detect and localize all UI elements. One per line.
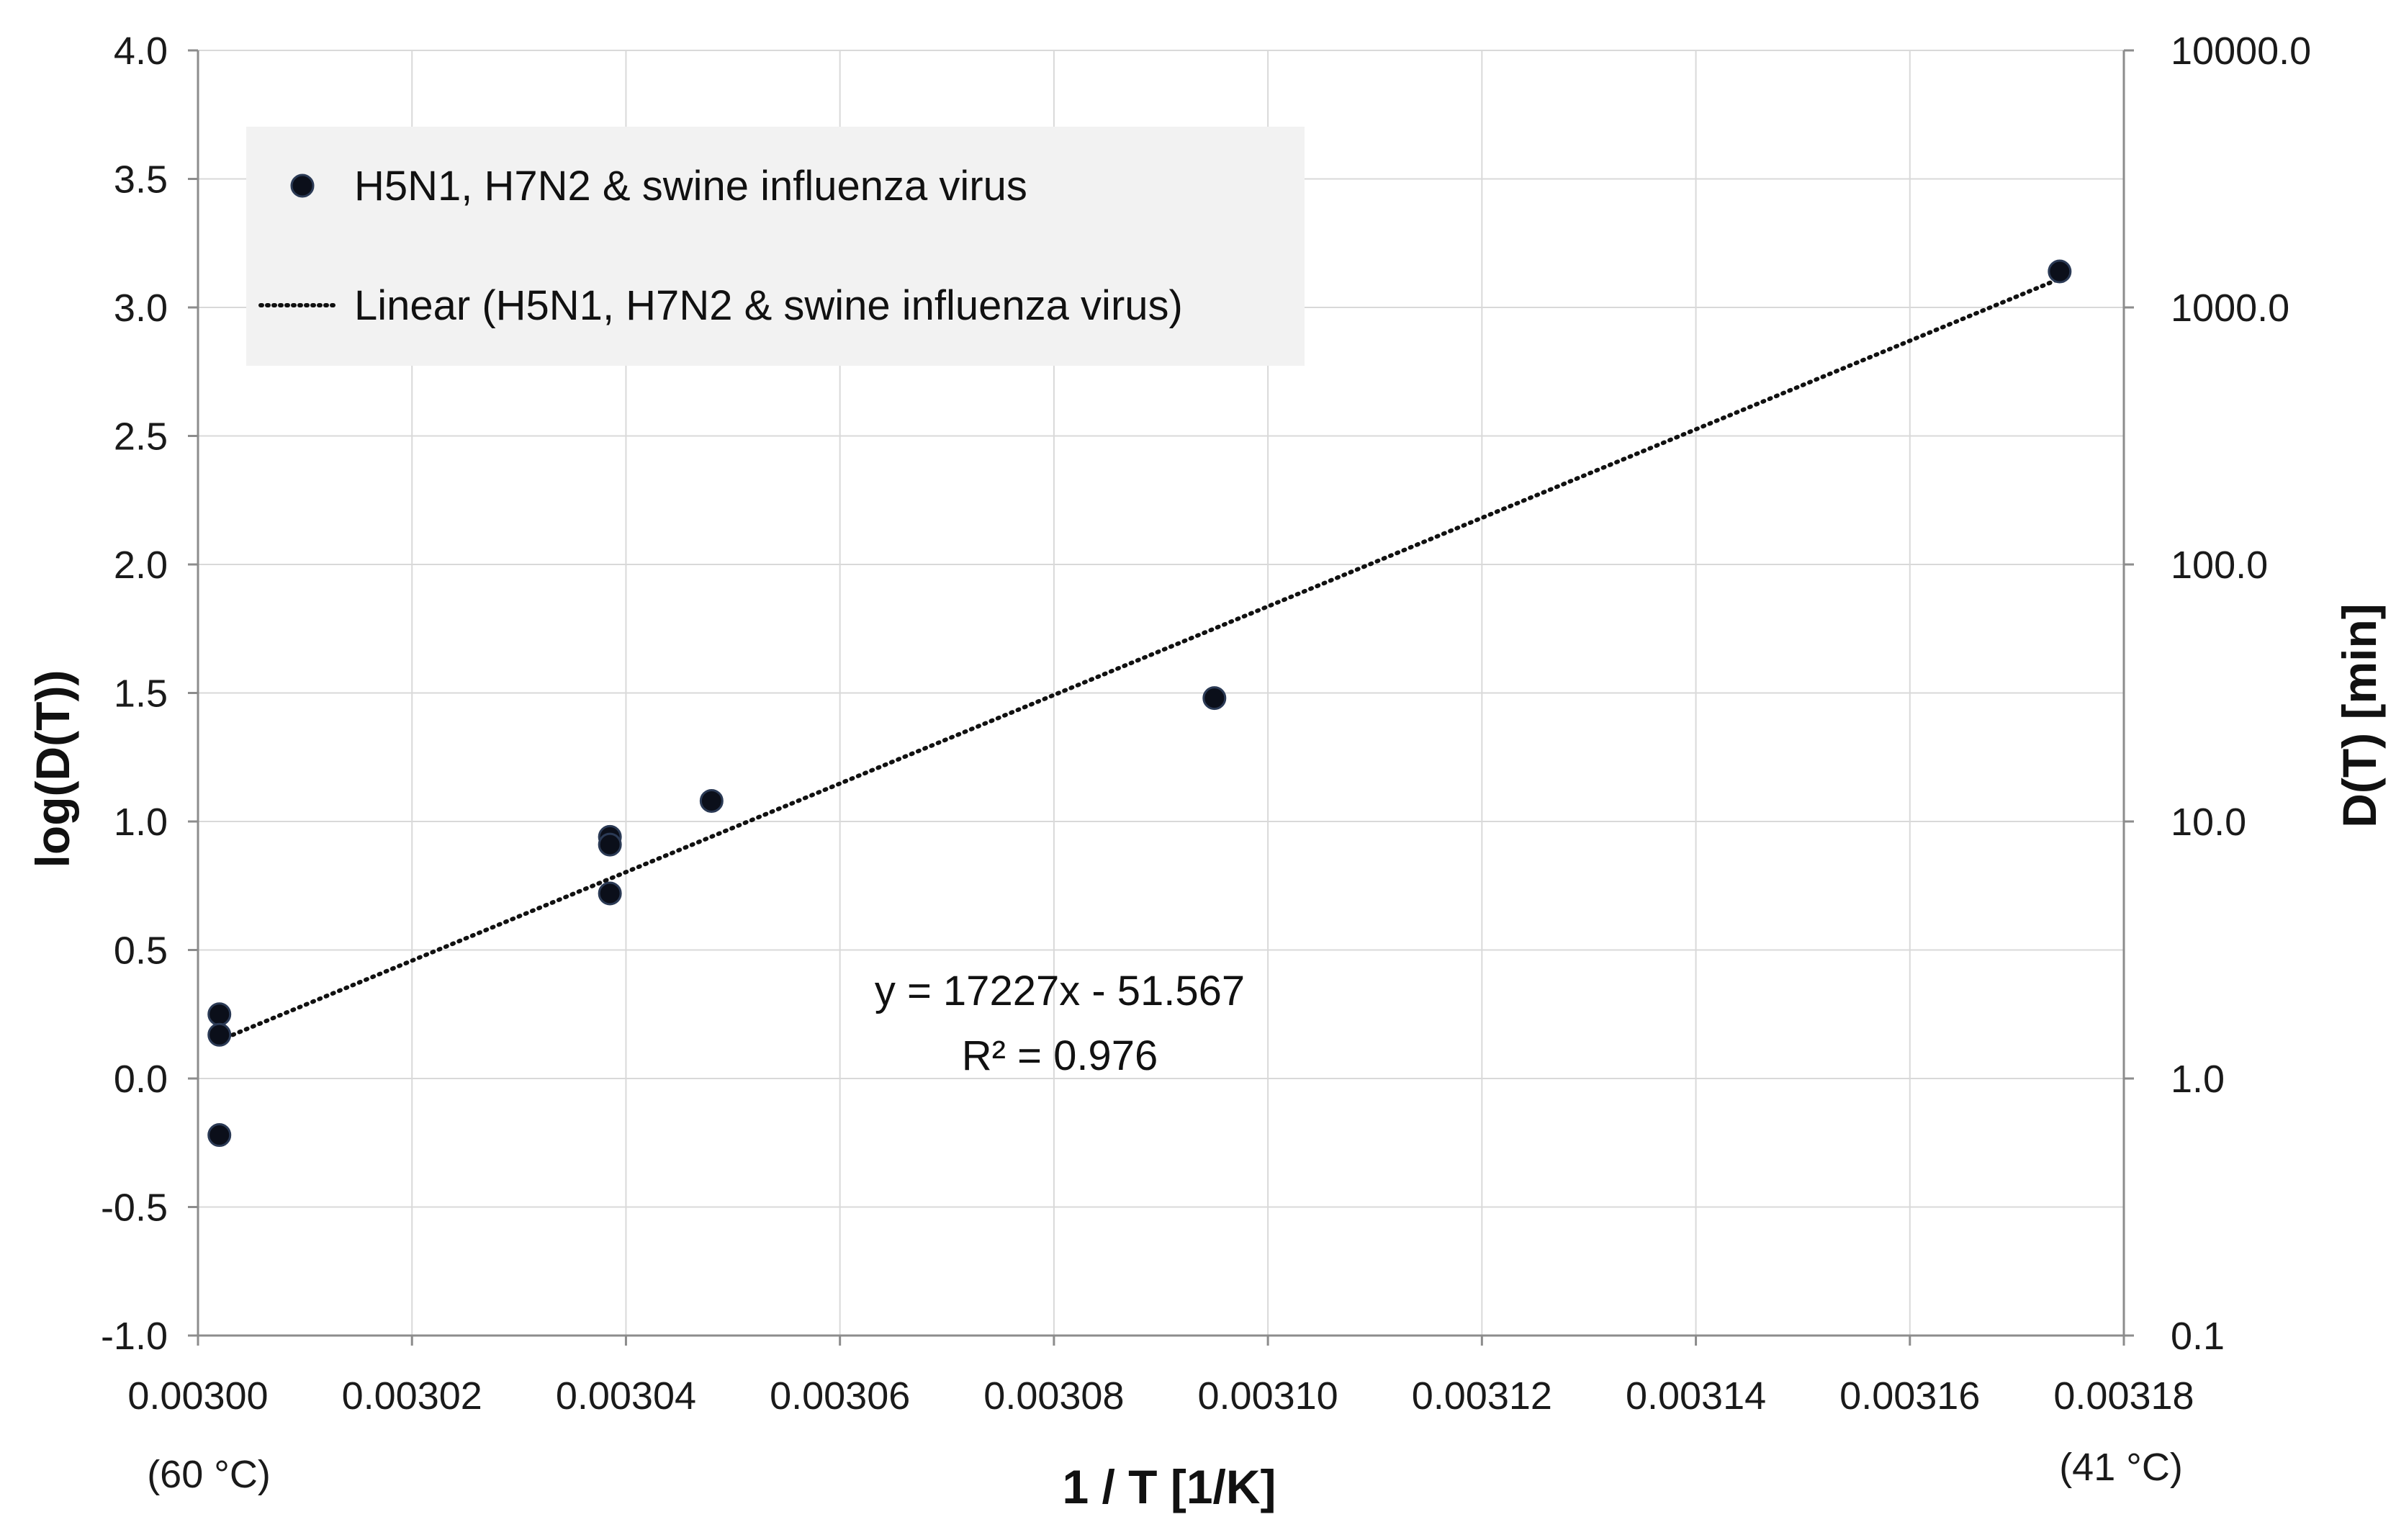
x-axis-title: 1 / T [1/K] <box>1062 1460 1276 1513</box>
data-point <box>1202 686 1227 711</box>
data-points <box>207 259 2072 1148</box>
y2-tick-label: 10000.0 <box>2171 30 2311 73</box>
y-axis-title: log(D(T)) <box>26 670 79 868</box>
legend-trendline-label: Linear (H5N1, H7N2 & swine influenza vir… <box>354 282 1183 329</box>
y-tick-label: -0.5 <box>101 1186 168 1230</box>
legend: H5N1, H7N2 & swine influenza virus Linea… <box>246 127 1305 366</box>
data-point <box>2048 259 2072 284</box>
x-tick-label: 0.00314 <box>1626 1374 1766 1418</box>
y2-tick-labels: 0.1 1.0 10.0 100.0 1000.0 10000.0 <box>2171 30 2311 1358</box>
y2-axis-title: D(T) [min] <box>2333 603 2386 828</box>
legend-box <box>246 127 1305 366</box>
data-point <box>207 1123 232 1148</box>
x-tick-label: 0.00318 <box>2053 1374 2194 1418</box>
data-point <box>699 788 724 813</box>
data-point <box>598 881 622 906</box>
trendline <box>217 276 2062 1043</box>
data-point <box>207 1022 232 1047</box>
y-tick-label: 3.0 <box>114 287 168 330</box>
y2-tick-label: 1000.0 <box>2171 287 2289 330</box>
y-tick-label: 0.0 <box>114 1058 168 1101</box>
legend-series-label: H5N1, H7N2 & swine influenza virus <box>354 163 1027 210</box>
x-tick-label: 0.00306 <box>770 1374 910 1418</box>
y-tick-label: 2.5 <box>114 415 168 459</box>
y-tick-label: 4.0 <box>114 30 168 73</box>
x-tick-label: 0.00300 <box>127 1374 268 1418</box>
y2-tick-label: 100.0 <box>2171 544 2268 587</box>
x-annotation-right: (41 °C) <box>2059 1446 2183 1489</box>
y-tick-labels: -1.0 -0.5 0.0 0.5 1.0 1.5 2.0 2.5 3.0 3.5 4.0 <box>101 30 168 1358</box>
y2-tick-label: 1.0 <box>2171 1058 2225 1101</box>
trendline-group <box>217 276 2062 1043</box>
x-tick-label: 0.00310 <box>1198 1374 1338 1418</box>
x-tick-label: 0.00308 <box>983 1374 1124 1418</box>
y-tick-label: 3.5 <box>114 158 168 202</box>
y-tick-label: 1.0 <box>114 801 168 844</box>
x-tick-label: 0.00312 <box>1412 1374 1552 1418</box>
x-annotation-left: (60 °C) <box>147 1453 271 1496</box>
axes <box>188 49 2134 1346</box>
data-point <box>598 832 622 857</box>
y2-tick-label: 10.0 <box>2171 801 2246 844</box>
y-tick-label: -1.0 <box>101 1315 168 1358</box>
y-tick-label: 0.5 <box>114 929 168 973</box>
x-tick-labels: 0.00300 0.00302 0.00304 0.00306 0.00308 0.003… <box>127 1374 2194 1418</box>
y2-tick-label: 0.1 <box>2171 1315 2225 1358</box>
trendline-equation: y = 17227x - 51.567 <box>875 968 1245 1014</box>
x-tick-label: 0.00316 <box>1839 1374 1980 1418</box>
x-tick-label: 0.00302 <box>342 1374 482 1418</box>
y-tick-label: 2.0 <box>114 544 168 587</box>
x-tick-label: 0.00304 <box>556 1374 696 1418</box>
data-point <box>207 1002 232 1027</box>
y-tick-label: 1.5 <box>114 672 168 716</box>
r-squared: R² = 0.976 <box>962 1032 1158 1079</box>
legend-marker-icon <box>290 174 315 198</box>
